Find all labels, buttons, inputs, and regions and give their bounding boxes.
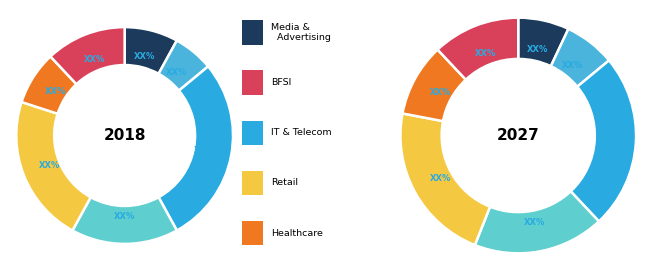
Text: XX%: XX% — [84, 56, 106, 64]
Text: XX%: XX% — [527, 45, 548, 54]
Wedge shape — [518, 18, 568, 66]
Text: XX%: XX% — [166, 68, 187, 77]
Text: XX%: XX% — [524, 218, 546, 227]
Wedge shape — [551, 29, 609, 87]
Bar — [243, 121, 263, 145]
Text: XX%: XX% — [562, 61, 583, 70]
Wedge shape — [159, 41, 208, 91]
Wedge shape — [400, 114, 490, 245]
Wedge shape — [571, 60, 636, 221]
Text: XX%: XX% — [430, 173, 451, 183]
Text: XX%: XX% — [596, 137, 617, 146]
Text: XX%: XX% — [38, 161, 60, 170]
Text: XX%: XX% — [45, 88, 67, 96]
Text: IT & Telecom: IT & Telecom — [271, 128, 331, 137]
Wedge shape — [438, 18, 518, 80]
Wedge shape — [16, 102, 91, 230]
Text: XX%: XX% — [475, 49, 497, 58]
Wedge shape — [22, 56, 76, 114]
Bar — [243, 20, 263, 45]
Text: Healthcare: Healthcare — [271, 228, 323, 238]
Text: XX%: XX% — [114, 212, 135, 221]
Text: Media &
  Advertising: Media & Advertising — [271, 23, 331, 42]
Wedge shape — [125, 27, 177, 74]
Wedge shape — [72, 197, 177, 244]
Text: Retail: Retail — [271, 178, 298, 188]
Text: XX%: XX% — [134, 52, 155, 61]
Bar — [243, 221, 263, 245]
Wedge shape — [475, 191, 599, 253]
Bar — [243, 70, 263, 95]
Text: 2018: 2018 — [104, 128, 146, 143]
Wedge shape — [403, 50, 466, 121]
Text: XX%: XX% — [194, 146, 215, 155]
Text: XX%: XX% — [430, 88, 451, 98]
Bar — [243, 171, 263, 195]
Wedge shape — [51, 27, 125, 84]
Wedge shape — [159, 66, 233, 230]
Text: BFSI: BFSI — [271, 78, 291, 87]
Text: 2027: 2027 — [497, 128, 540, 143]
